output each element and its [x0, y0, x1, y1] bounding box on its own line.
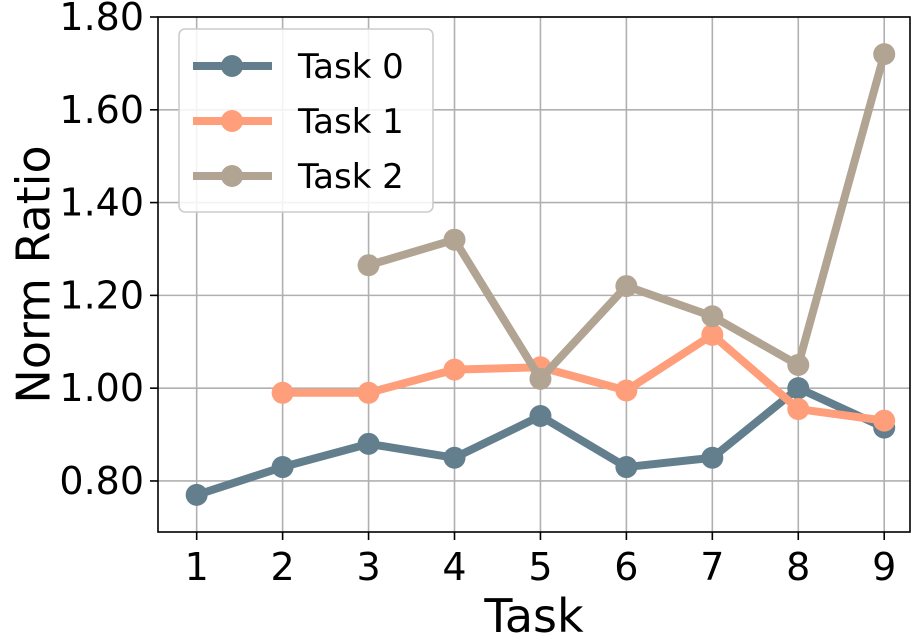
x-tick-label: 1 [185, 545, 209, 589]
data-point [615, 456, 638, 479]
data-point [701, 323, 724, 346]
legend-marker [221, 55, 243, 77]
series-task-0 [185, 377, 896, 506]
legend-item: Task 1 [193, 102, 404, 142]
x-tick-label: 6 [614, 545, 638, 589]
y-tick-label: 1.00 [59, 366, 144, 410]
legend-marker [221, 110, 243, 132]
data-point [271, 381, 294, 404]
data-point [357, 254, 380, 277]
legend-label: Task 2 [297, 157, 404, 197]
data-point [873, 43, 896, 66]
data-point [443, 228, 466, 251]
x-tick-label: 9 [872, 545, 896, 589]
plot-frame [157, 16, 911, 533]
legend-label: Task 0 [297, 47, 404, 87]
data-point [357, 432, 380, 455]
legend: Task 0 Task 1 Task 2 [178, 28, 434, 213]
data-point [873, 409, 896, 432]
data-point [443, 446, 466, 469]
data-point [271, 456, 294, 479]
series-task-2 [357, 43, 896, 390]
y-tick-label: 1.40 [59, 181, 144, 225]
data-point [615, 379, 638, 402]
x-tick-label: 2 [271, 545, 295, 589]
series-layer [185, 43, 896, 506]
x-tick-label: 3 [356, 545, 380, 589]
series-line [278, 330, 889, 425]
y-tick-label: 1.80 [59, 0, 144, 39]
legend-label: Task 1 [297, 102, 404, 142]
data-point [701, 305, 724, 328]
x-axis-ticks: 1 2 3 4 5 6 7 8 9 [185, 532, 896, 589]
legend-item: Task 2 [193, 157, 404, 197]
data-point [443, 358, 466, 381]
x-tick-label: 5 [528, 545, 552, 589]
y-axis-label: Norm Ratio [7, 145, 61, 403]
x-tick-label: 7 [700, 545, 724, 589]
series-task-1 [271, 323, 896, 432]
y-tick-label: 1.60 [59, 88, 144, 132]
y-axis-ticks: 0.80 1.00 1.20 1.40 1.60 1.80 [59, 0, 158, 503]
data-point [529, 367, 552, 390]
x-tick-label: 8 [786, 545, 810, 589]
y-tick-label: 0.80 [59, 459, 144, 503]
legend-box [178, 28, 434, 213]
y-tick-label: 1.20 [59, 273, 144, 317]
data-point [701, 446, 724, 469]
data-point [615, 275, 638, 298]
data-point [787, 377, 810, 400]
data-point [787, 353, 810, 376]
legend-marker [221, 165, 243, 187]
data-point [529, 405, 552, 428]
data-point [787, 398, 810, 421]
data-point [185, 483, 208, 506]
x-tick-label: 4 [442, 545, 466, 589]
x-axis-label: Task [483, 589, 584, 642]
legend-item: Task 0 [193, 47, 404, 87]
data-point [357, 381, 380, 404]
